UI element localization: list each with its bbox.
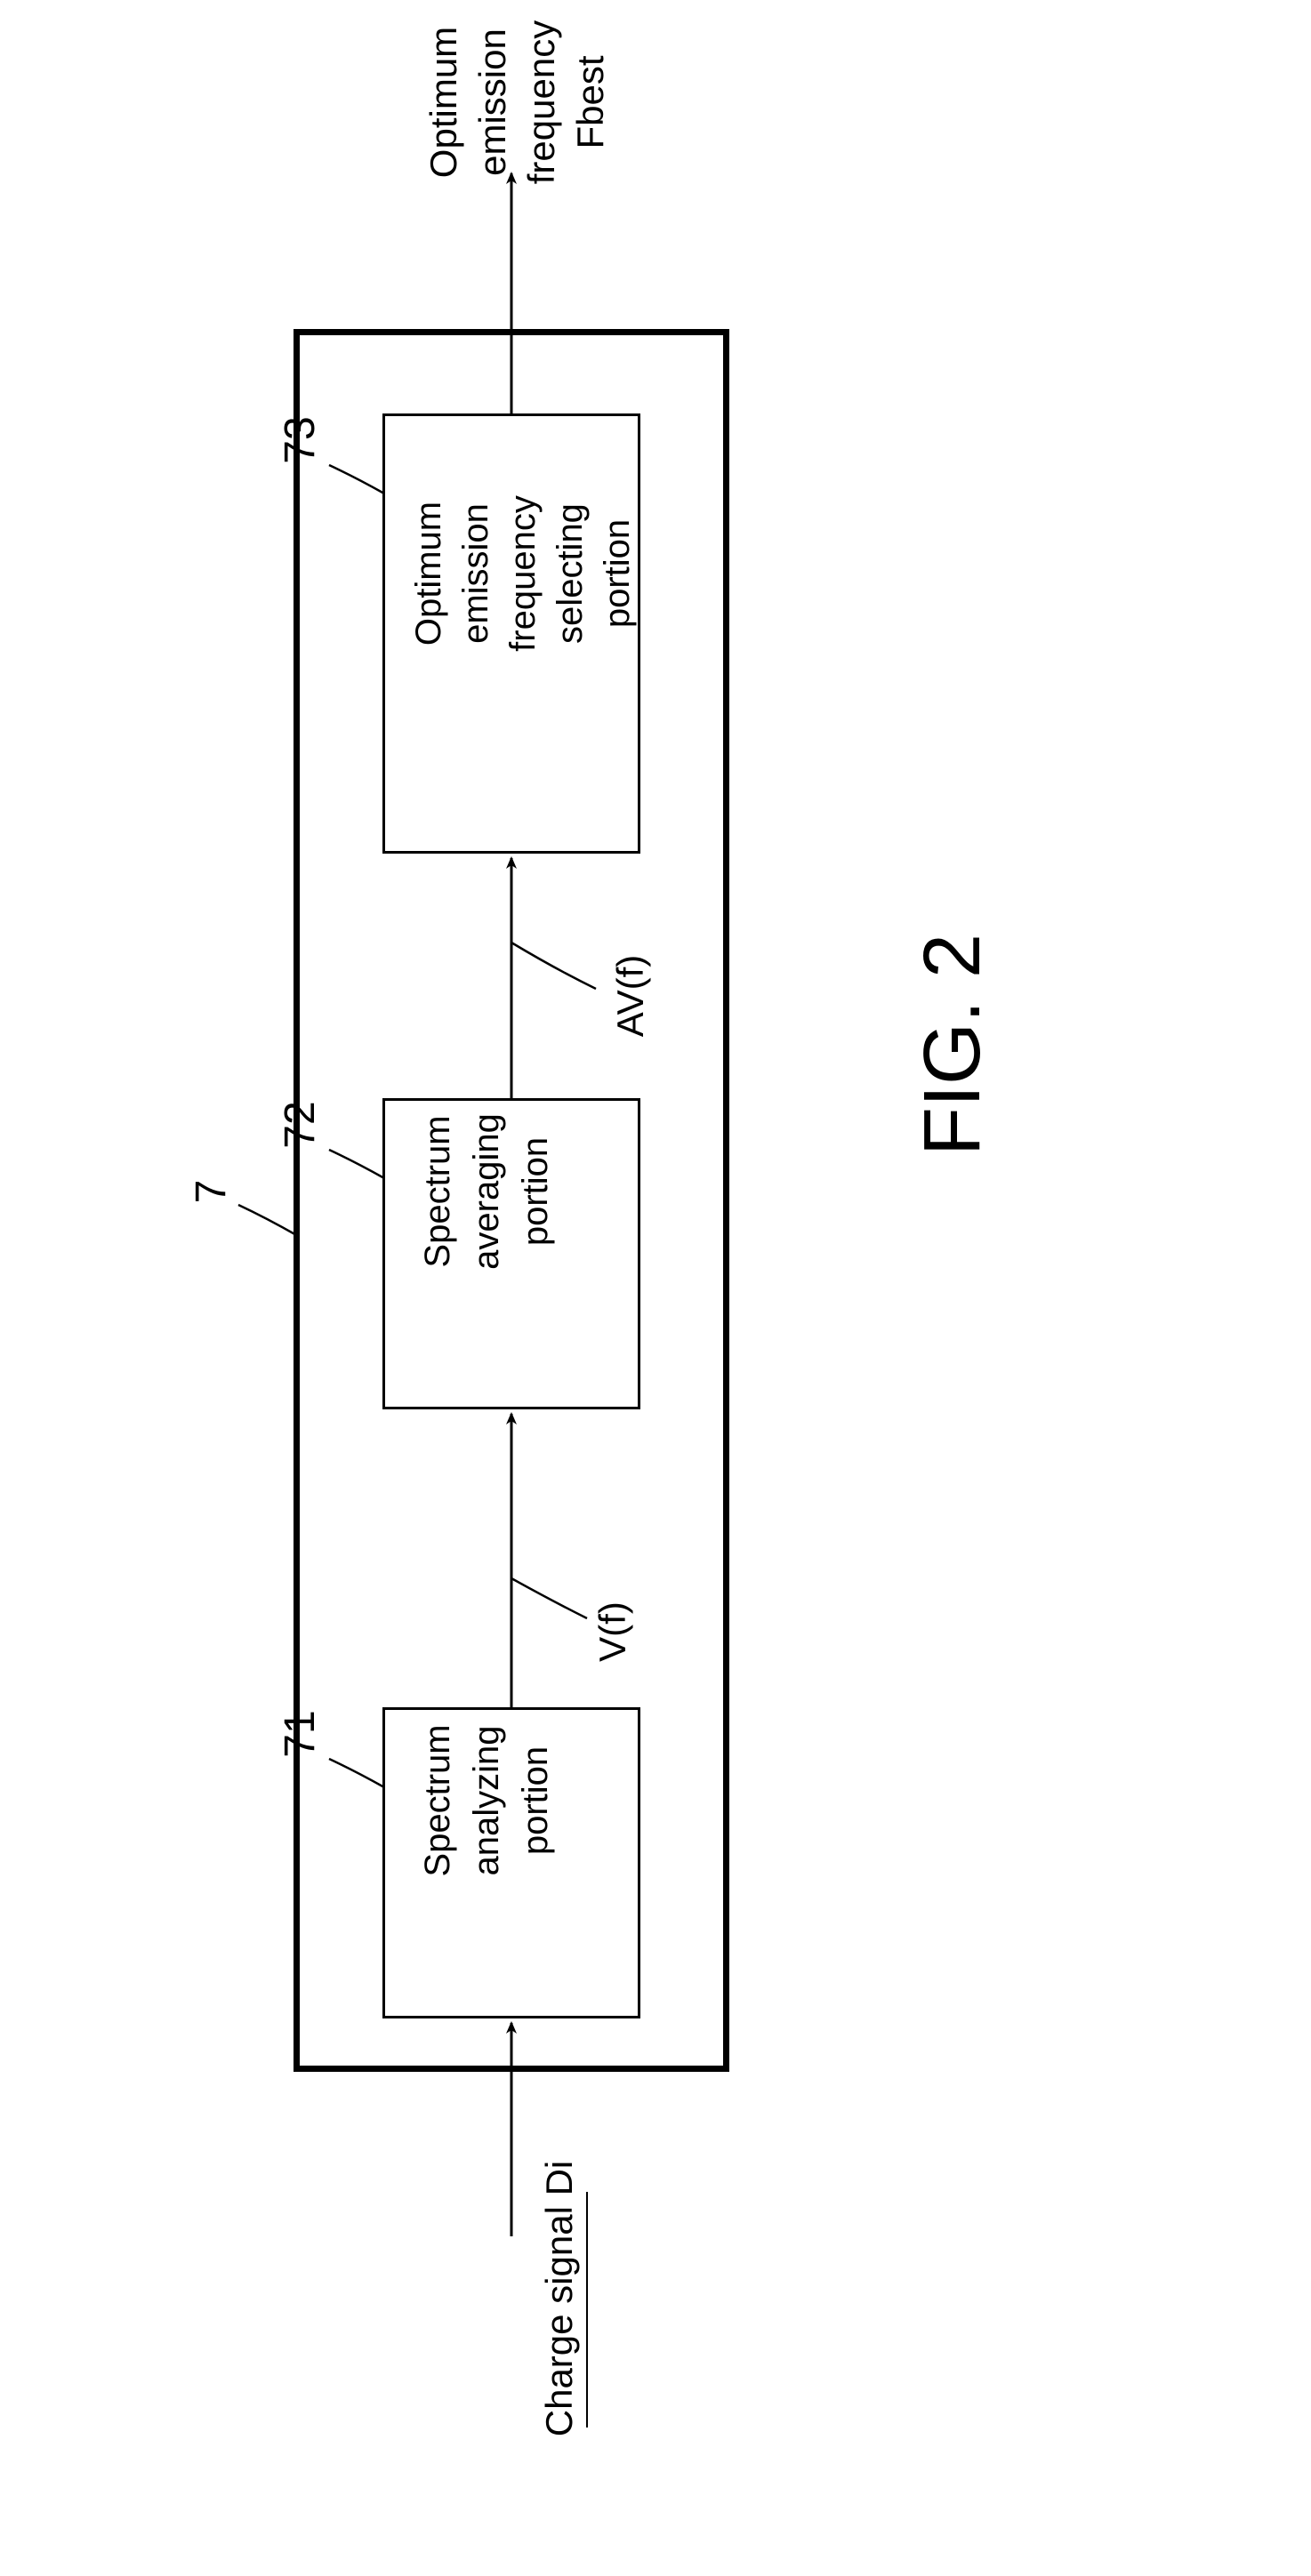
container-ref: 7 — [187, 1147, 240, 1236]
input-signal-label: Charge signal Di — [538, 2112, 583, 2485]
block71-line2: analyzing — [467, 1667, 511, 1934]
block73-line1: Optimum — [409, 440, 454, 707]
block72-line1: Spectrum — [418, 1058, 462, 1325]
output-line4: Fbest — [569, 0, 614, 218]
block73-line3: frequency — [503, 440, 548, 707]
output-line2: emission — [471, 0, 516, 218]
container-ref-text: 7 — [188, 1180, 235, 1204]
block71-line3: portion — [516, 1667, 560, 1934]
block73-ref-text: 73 — [277, 416, 324, 463]
output-line3: frequency — [520, 0, 565, 218]
block73-line4: selecting — [551, 440, 595, 707]
block72-line3: portion — [516, 1058, 560, 1325]
output-line1: Optimum — [422, 0, 467, 218]
figure-label: FIG. 2 — [907, 934, 999, 1156]
block73-line2: emission — [456, 440, 501, 707]
vf-label: V(f) — [591, 1569, 636, 1694]
block72-line2: averaging — [467, 1058, 511, 1325]
block73-line5: portion — [598, 440, 642, 707]
block71-ref-text: 71 — [277, 1710, 324, 1757]
block73-ref: 73 — [276, 387, 329, 494]
block71-line1: Spectrum — [418, 1667, 462, 1934]
block71-ref: 71 — [276, 1681, 329, 1787]
block72-ref: 72 — [276, 1071, 329, 1178]
avf-label: AV(f) — [609, 925, 654, 1067]
block72-ref-text: 72 — [277, 1101, 324, 1148]
